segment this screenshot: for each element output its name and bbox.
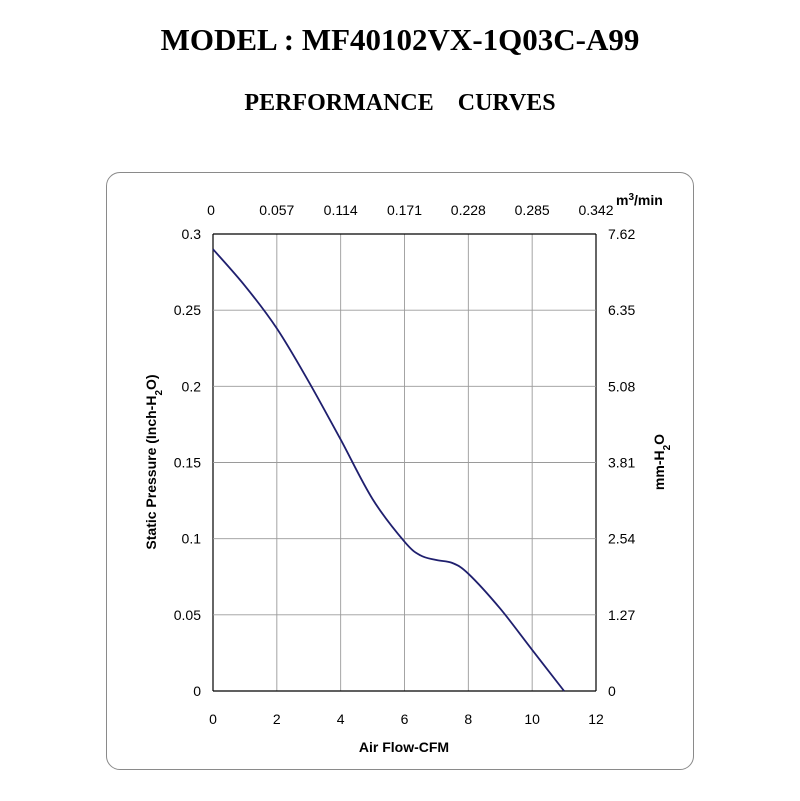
top-axis-unit: m3/min — [616, 192, 663, 209]
y-right-tick-label: 2.54 — [608, 531, 635, 547]
x-axis-title: Air Flow-CFM — [359, 739, 449, 755]
top-tick-label: 0.228 — [451, 202, 486, 218]
y-left-tick-label: 0.2 — [182, 378, 202, 394]
x-tick-label: 0 — [209, 711, 217, 727]
y-right-tick-label: 1.27 — [608, 607, 635, 623]
y-right-tick-label: 7.62 — [608, 226, 635, 242]
left-axis-title: Static Pressure (Inch-H2O) — [143, 374, 165, 549]
y-left-tick-label: 0 — [193, 683, 201, 699]
top-tick-label: 0.057 — [259, 202, 294, 218]
grid — [212, 233, 597, 692]
top-tick-label: 0.285 — [515, 202, 550, 218]
y-left-tick-label: 0.05 — [174, 607, 201, 623]
y-right-tick-label: 3.81 — [608, 455, 635, 471]
y-right-tick-label: 6.35 — [608, 302, 635, 318]
top-tick-label: 0.171 — [387, 202, 422, 218]
model-title: MODEL : MF40102VX-1Q03C-A99 — [160, 22, 640, 57]
right-axis-title: mm-H2O — [651, 434, 673, 490]
x-tick-label: 4 — [337, 711, 345, 727]
x-tick-label: 10 — [524, 711, 540, 727]
y-left-tick-label: 0.1 — [182, 531, 202, 547]
y-left-tick-label: 0.15 — [174, 455, 201, 471]
tick-labels: 0 2 4 6 8 10 120 0.057 0.114 0.171 0.228 0.285 0.342… — [174, 202, 636, 727]
x-tick-label: 8 — [464, 711, 472, 727]
x-tick-label: 12 — [588, 711, 604, 727]
performance-curves-title: PERFORMANCE CURVES — [244, 90, 556, 116]
x-tick-label: 2 — [273, 711, 281, 727]
y-left-tick-label: 0.3 — [182, 226, 202, 242]
y-left-tick-label: 0.25 — [174, 302, 201, 318]
x-tick-label: 6 — [401, 711, 409, 727]
top-tick-label: 0.114 — [324, 202, 358, 218]
y-right-tick-label: 5.08 — [608, 378, 635, 394]
chart-frame — [106, 172, 694, 770]
top-tick-label: 0.342 — [578, 202, 613, 218]
series-line — [212, 248, 565, 692]
top-tick-label: 0 — [207, 202, 215, 218]
y-right-tick-label: 0 — [608, 683, 616, 699]
